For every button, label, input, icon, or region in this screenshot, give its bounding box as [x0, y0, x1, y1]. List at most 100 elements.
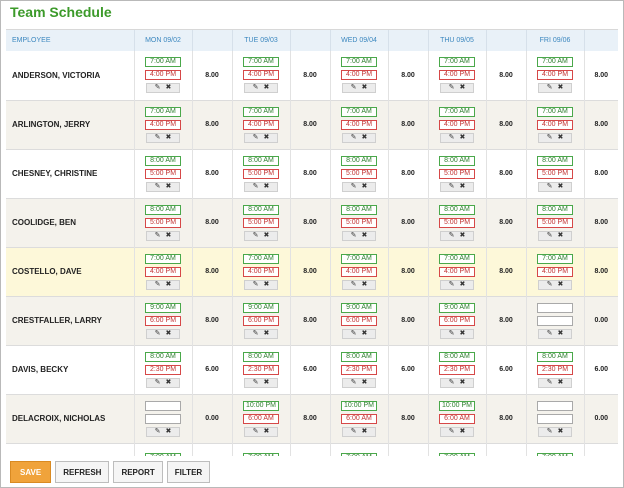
pencil-icon[interactable]: ✎	[448, 133, 455, 141]
pencil-icon[interactable]: ✎	[350, 182, 357, 190]
x-icon[interactable]: ✖	[459, 231, 466, 239]
end-time-field[interactable]: 5:00 PM	[439, 217, 475, 228]
x-icon[interactable]: ✖	[361, 133, 368, 141]
x-icon[interactable]: ✖	[557, 378, 564, 386]
start-time-field[interactable]: 8:00 AM	[537, 204, 573, 215]
end-time-field[interactable]: 4:00 PM	[243, 266, 279, 277]
end-time-field[interactable]: 4:00 PM	[537, 266, 573, 277]
x-icon[interactable]: ✖	[263, 329, 270, 337]
end-time-field[interactable]: 5:00 PM	[243, 217, 279, 228]
start-time-field[interactable]: 9:00 AM	[145, 302, 181, 313]
x-icon[interactable]: ✖	[361, 231, 368, 239]
x-icon[interactable]: ✖	[557, 329, 564, 337]
end-time-field[interactable]: 4:00 PM	[439, 266, 475, 277]
x-icon[interactable]: ✖	[263, 378, 270, 386]
x-icon[interactable]: ✖	[459, 329, 466, 337]
pencil-icon[interactable]: ✎	[252, 133, 259, 141]
x-icon[interactable]: ✖	[165, 427, 172, 435]
x-icon[interactable]: ✖	[361, 84, 368, 92]
end-time-field[interactable]	[145, 413, 181, 424]
end-time-field[interactable]: 4:00 PM	[537, 70, 573, 81]
start-time-field[interactable]	[537, 400, 573, 411]
x-icon[interactable]: ✖	[557, 84, 564, 92]
start-time-field[interactable]: 7:00 AM	[243, 106, 279, 117]
x-icon[interactable]: ✖	[459, 84, 466, 92]
start-time-field[interactable]: 7:00 AM	[439, 106, 475, 117]
x-icon[interactable]: ✖	[165, 329, 172, 337]
start-time-field[interactable]: 7:00 AM	[243, 453, 279, 456]
start-time-field[interactable]: 9:00 AM	[439, 302, 475, 313]
start-time-field[interactable]: 8:00 AM	[439, 155, 475, 166]
x-icon[interactable]: ✖	[263, 280, 270, 288]
end-time-field[interactable]: 4:00 PM	[439, 119, 475, 130]
x-icon[interactable]: ✖	[165, 84, 172, 92]
end-time-field[interactable]: 4:00 PM	[537, 119, 573, 130]
pencil-icon[interactable]: ✎	[350, 329, 357, 337]
end-time-field[interactable]: 2:30 PM	[145, 364, 181, 375]
end-time-field[interactable]: 6:00 PM	[243, 315, 279, 326]
refresh-button[interactable]: REFRESH	[55, 461, 110, 483]
start-time-field[interactable]: 8:00 AM	[243, 204, 279, 215]
start-time-field[interactable]: 9:00 AM	[243, 302, 279, 313]
end-time-field[interactable]: 5:00 PM	[145, 168, 181, 179]
pencil-icon[interactable]: ✎	[252, 378, 259, 386]
end-time-field[interactable]: 4:00 PM	[243, 70, 279, 81]
start-time-field[interactable]: 8:00 AM	[341, 351, 377, 362]
save-button[interactable]: SAVE	[10, 461, 52, 483]
start-time-field[interactable]: 8:00 AM	[341, 155, 377, 166]
pencil-icon[interactable]: ✎	[448, 182, 455, 190]
start-time-field[interactable]: 10:00 PM	[243, 400, 279, 411]
start-time-field[interactable]: 7:00 AM	[145, 106, 181, 117]
start-time-field[interactable]: 8:00 AM	[341, 204, 377, 215]
start-time-field[interactable]: 10:00 PM	[341, 400, 377, 411]
pencil-icon[interactable]: ✎	[154, 378, 161, 386]
end-time-field[interactable]: 6:00 AM	[341, 413, 377, 424]
start-time-field[interactable]: 7:00 AM	[145, 253, 181, 264]
pencil-icon[interactable]: ✎	[546, 378, 553, 386]
start-time-field[interactable]: 7:00 AM	[341, 106, 377, 117]
start-time-field[interactable]: 7:00 AM	[537, 453, 573, 456]
pencil-icon[interactable]: ✎	[252, 427, 259, 435]
x-icon[interactable]: ✖	[361, 182, 368, 190]
x-icon[interactable]: ✖	[263, 84, 270, 92]
end-time-field[interactable]: 6:00 PM	[439, 315, 475, 326]
start-time-field[interactable]: 7:00 AM	[341, 253, 377, 264]
x-icon[interactable]: ✖	[557, 182, 564, 190]
end-time-field[interactable]: 2:30 PM	[439, 364, 475, 375]
x-icon[interactable]: ✖	[361, 427, 368, 435]
x-icon[interactable]: ✖	[459, 182, 466, 190]
end-time-field[interactable]: 4:00 PM	[341, 70, 377, 81]
end-time-field[interactable]: 6:00 AM	[439, 413, 475, 424]
start-time-field[interactable]: 10:00 PM	[439, 400, 475, 411]
x-icon[interactable]: ✖	[459, 427, 466, 435]
end-time-field[interactable]: 4:00 PM	[243, 119, 279, 130]
end-time-field[interactable]: 4:00 PM	[145, 70, 181, 81]
pencil-icon[interactable]: ✎	[350, 133, 357, 141]
end-time-field[interactable]: 4:00 PM	[341, 266, 377, 277]
start-time-field[interactable]: 9:00 AM	[341, 302, 377, 313]
end-time-field[interactable]	[537, 413, 573, 424]
pencil-icon[interactable]: ✎	[546, 427, 553, 435]
pencil-icon[interactable]: ✎	[546, 329, 553, 337]
pencil-icon[interactable]: ✎	[546, 280, 553, 288]
pencil-icon[interactable]: ✎	[252, 84, 259, 92]
end-time-field[interactable]: 5:00 PM	[537, 168, 573, 179]
pencil-icon[interactable]: ✎	[448, 329, 455, 337]
start-time-field[interactable]: 7:00 AM	[439, 253, 475, 264]
pencil-icon[interactable]: ✎	[448, 378, 455, 386]
x-icon[interactable]: ✖	[459, 133, 466, 141]
pencil-icon[interactable]: ✎	[154, 427, 161, 435]
pencil-icon[interactable]: ✎	[154, 133, 161, 141]
end-time-field[interactable]: 5:00 PM	[341, 168, 377, 179]
report-button[interactable]: REPORT	[113, 461, 163, 483]
end-time-field[interactable]	[537, 315, 573, 326]
x-icon[interactable]: ✖	[361, 280, 368, 288]
end-time-field[interactable]: 4:00 PM	[439, 70, 475, 81]
x-icon[interactable]: ✖	[263, 133, 270, 141]
pencil-icon[interactable]: ✎	[448, 231, 455, 239]
end-time-field[interactable]: 4:00 PM	[145, 266, 181, 277]
pencil-icon[interactable]: ✎	[252, 182, 259, 190]
end-time-field[interactable]: 6:00 AM	[243, 413, 279, 424]
pencil-icon[interactable]: ✎	[546, 133, 553, 141]
x-icon[interactable]: ✖	[263, 427, 270, 435]
